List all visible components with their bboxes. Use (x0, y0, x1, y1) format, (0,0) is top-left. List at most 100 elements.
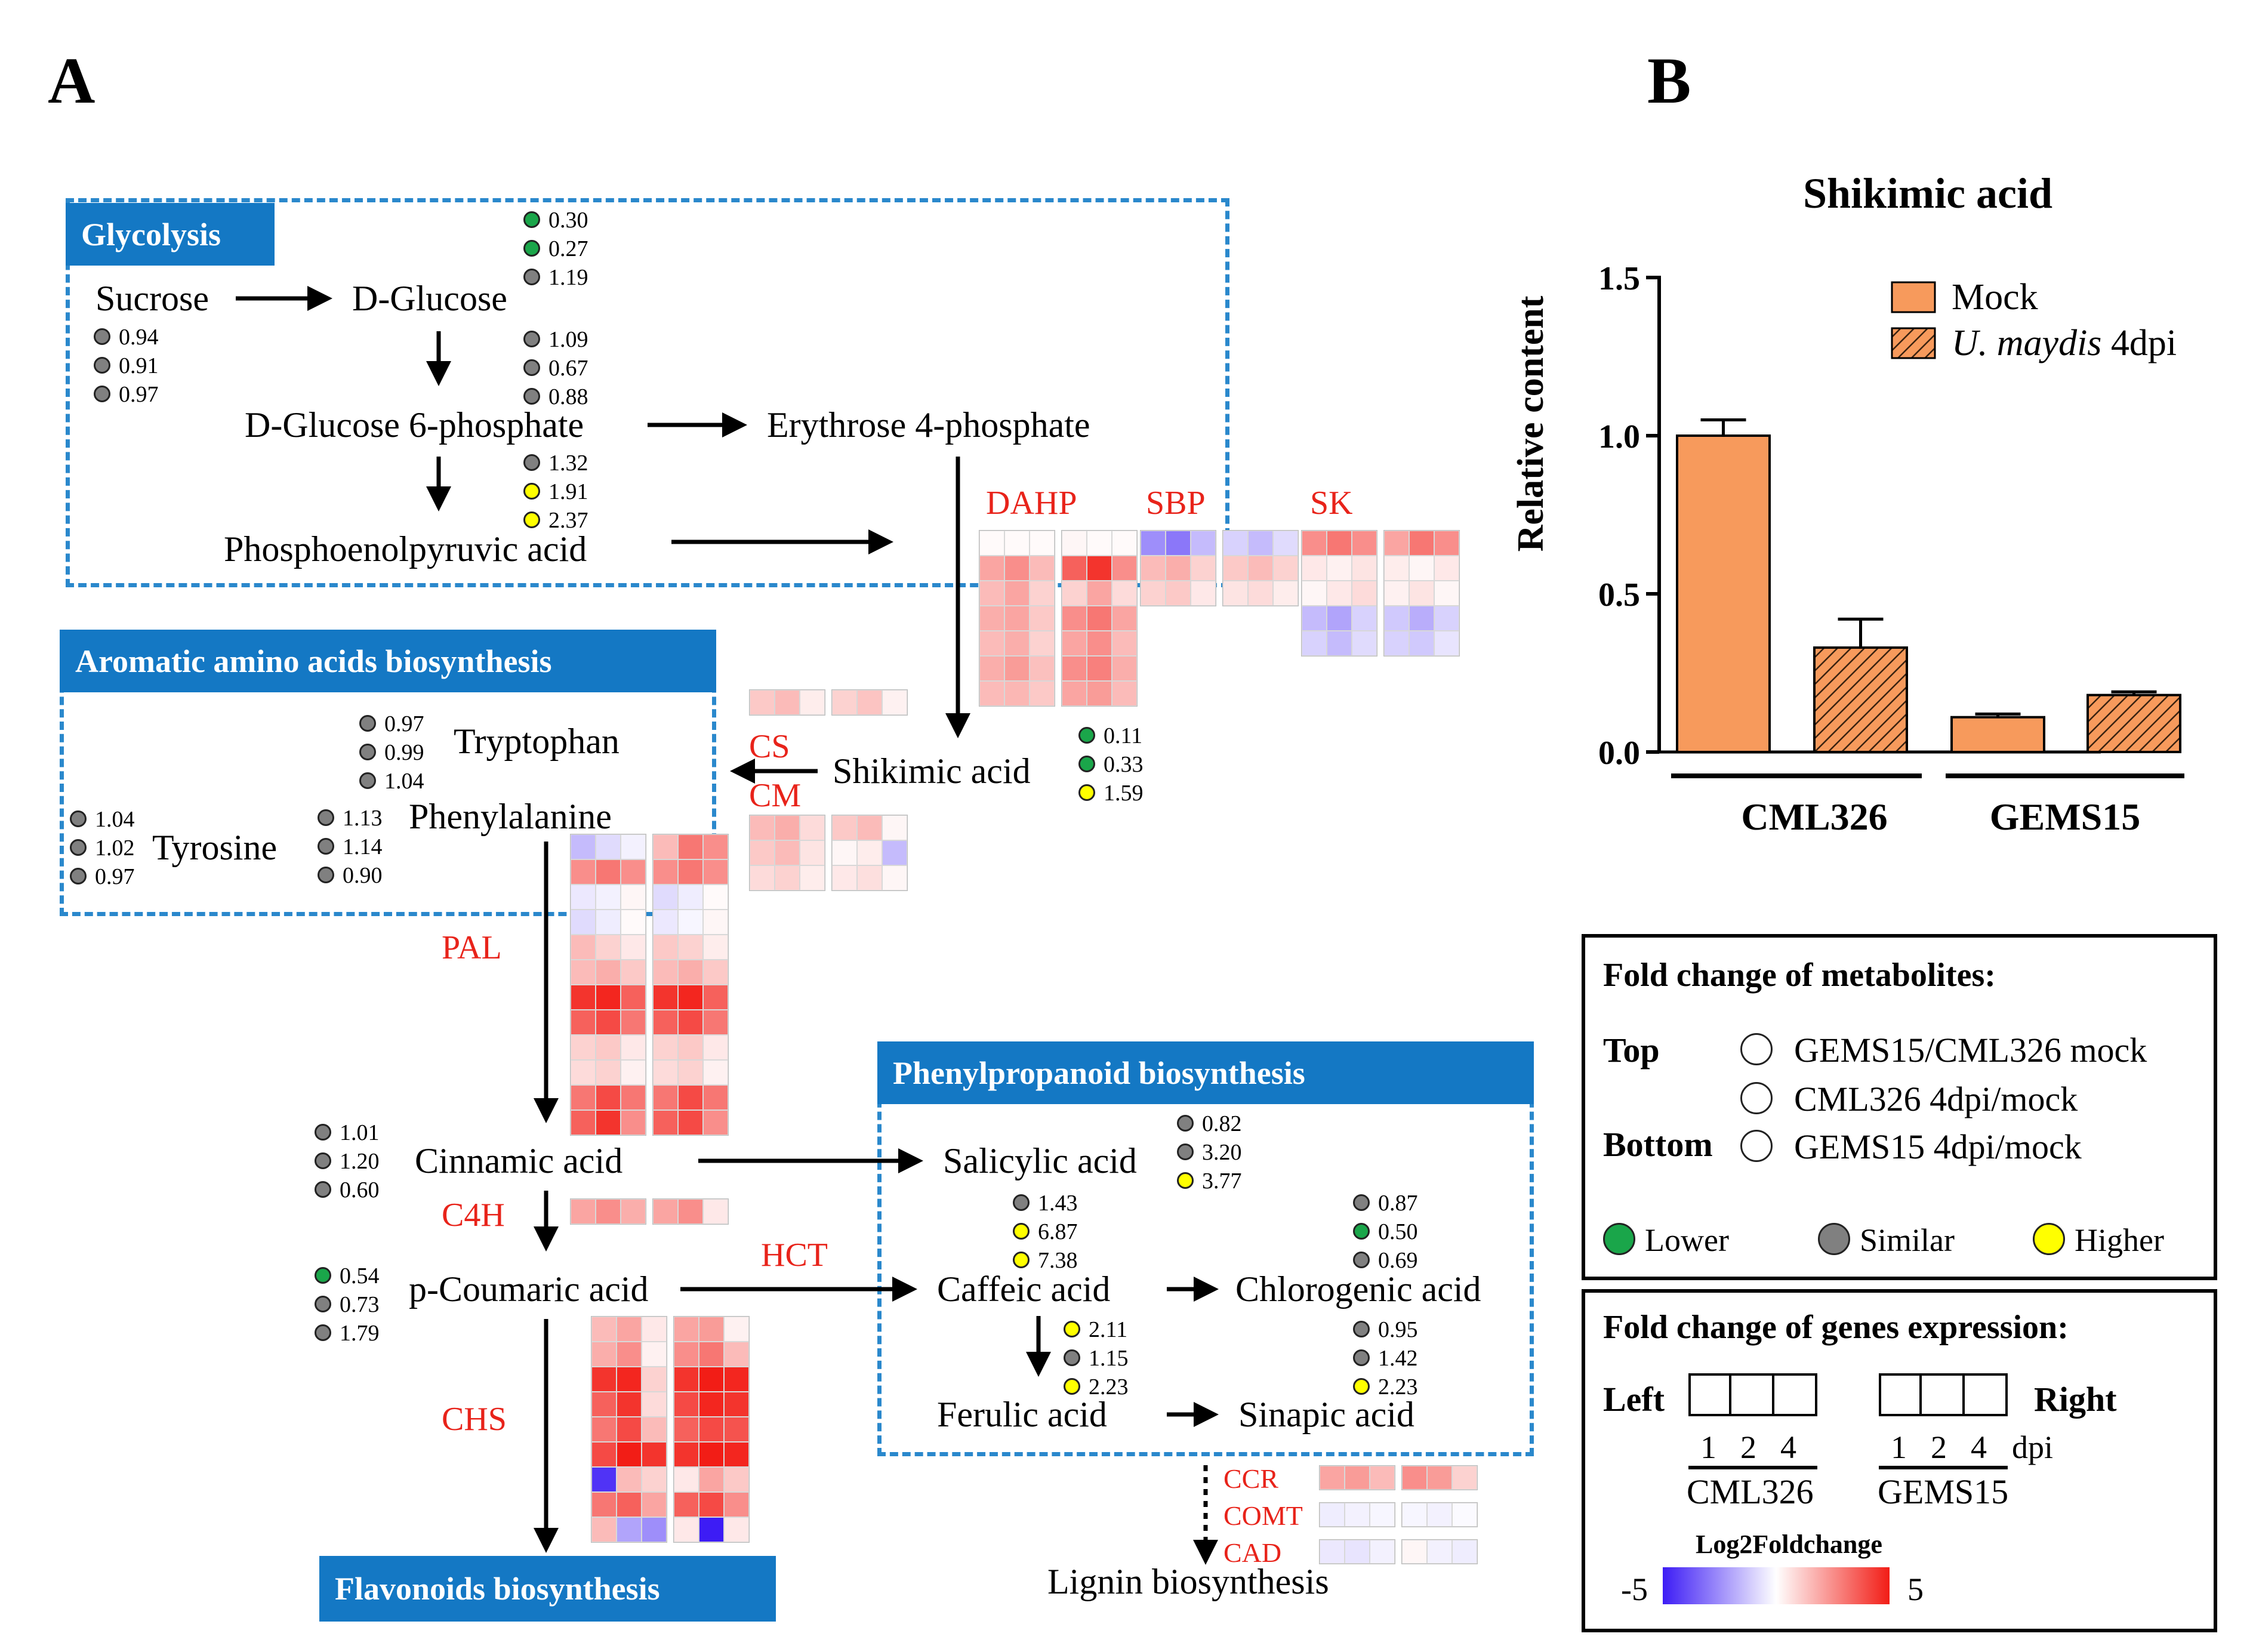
legend-right-box-2 (1922, 1373, 1965, 1416)
fold-change-item: 0.97 (70, 864, 165, 888)
legend-right-box-3 (1965, 1373, 2008, 1416)
heatmap-cell (1030, 681, 1055, 706)
heatmap-cell (1320, 1540, 1345, 1564)
heatmap-comt (1319, 1502, 1478, 1527)
heatmap-cell (1345, 1540, 1370, 1564)
fold-change-item: 0.67 (523, 356, 619, 380)
fold-change-value: 0.54 (340, 1263, 380, 1289)
fold-change-value: 0.97 (119, 382, 159, 407)
legend-dpi-label: dpi (2012, 1429, 2054, 1465)
heatmap-cell (678, 884, 703, 910)
heatmap-cell (596, 985, 621, 1010)
fold-change-dot-higher (1177, 1172, 1194, 1189)
legend-row-1: GEMS15/CML326 mock (1794, 1031, 2147, 1070)
heatmap-cell (1327, 581, 1352, 606)
heatmap-cell (621, 1060, 646, 1085)
heatmap-cell (1384, 531, 1409, 556)
heatmap-cell (699, 1392, 724, 1417)
heatmap-cell (1004, 656, 1030, 681)
heatmap-cell (571, 1199, 596, 1224)
legend-left-box-1 (1688, 1373, 1731, 1416)
legend-empty-circle-1 (1740, 1033, 1773, 1065)
heatmap-cell (617, 1342, 642, 1367)
heatmap-cell (1345, 1503, 1370, 1527)
panel-label-b: B (1647, 44, 1691, 117)
enzyme-cad: CAD (1223, 1537, 1282, 1568)
fold-change-value: 1.42 (1378, 1346, 1418, 1371)
fold-change-item: 1.04 (70, 807, 165, 831)
heatmap-cell (699, 1317, 724, 1342)
y-tick-label: 0.0 (1598, 735, 1640, 772)
heatmap-cell (653, 1085, 678, 1110)
heatmap-block-gems15 (652, 1198, 729, 1225)
fold-change-item: 0.90 (318, 863, 413, 887)
heatmap-cell (678, 1060, 703, 1085)
heatmap-cell (703, 935, 728, 960)
metabolite-ferulic: Ferulic acid (937, 1395, 1107, 1434)
legend-label-umaydis-italic: U. maydis (1952, 323, 2101, 363)
fold-change-item: 0.95 (1353, 1317, 1448, 1341)
heatmap-cell (642, 1417, 667, 1442)
heatmap-cell (1062, 656, 1087, 681)
fold-change-item: 1.91 (523, 479, 619, 503)
heatmap-cell (1352, 631, 1377, 656)
heatmap-cell (1434, 631, 1459, 656)
heatmap-cell (596, 910, 621, 935)
legend-bottom-label: Bottom (1603, 1125, 1713, 1164)
fold-change-dot-similar (1177, 1144, 1194, 1160)
fold-change-value: 1.01 (340, 1120, 380, 1145)
heatmap-cell (621, 1035, 646, 1060)
fold-change-value: 1.79 (340, 1321, 380, 1346)
heatmap-cell (571, 834, 596, 859)
heatmap-cell (1427, 1466, 1452, 1490)
heatmap-cell (1452, 1466, 1477, 1490)
heatmap-cell (1030, 556, 1055, 581)
fold-change-item: 1.15 (1064, 1346, 1159, 1370)
heatmap-cell (832, 815, 857, 840)
fold-change-dot-higher (523, 511, 540, 528)
legend-gems-label: GEMS15 (1878, 1472, 2009, 1511)
fold-change-item: 0.99 (359, 740, 455, 764)
heatmap-cell (621, 1010, 646, 1035)
heatmap-cell (678, 1199, 703, 1224)
fold-change-dot-similar (315, 1324, 331, 1341)
heatmap-cell (724, 1517, 749, 1542)
enzyme-sbp: SBP (1146, 485, 1206, 522)
group-labels: CML326 GEMS15 (1671, 773, 2184, 838)
legend-right-boxes (1879, 1373, 2008, 1416)
fold-change-item: 7.38 (1013, 1248, 1108, 1272)
heatmap-cell (1384, 581, 1409, 606)
chart-legend: Mock U. maydis 4dpi (1891, 277, 2177, 363)
heatmap-cell (1402, 1540, 1427, 1564)
heatmap-cell (1352, 606, 1377, 631)
heatmap-cell (703, 859, 728, 884)
fold-change-dot-similar (359, 715, 376, 732)
heatmap-cell (596, 884, 621, 910)
heatmap-block-cml326 (749, 815, 825, 891)
heatmap-ccr (1319, 1465, 1478, 1490)
heatmap-cell (1062, 581, 1087, 606)
enzyme-cm: CM (749, 777, 802, 814)
heatmap-cell (674, 1517, 699, 1542)
metabolite-chlorogenic: Chlorogenic acid (1235, 1269, 1481, 1309)
fold-change-item: 2.37 (523, 508, 619, 532)
heatmap-cell (1434, 606, 1459, 631)
fold-change-item: 1.01 (315, 1120, 410, 1144)
y-tick-label: 0.5 (1598, 577, 1640, 614)
heatmap-cell (678, 1110, 703, 1135)
heatmap-cell (1427, 1540, 1452, 1564)
fold-change-value: 1.09 (548, 327, 588, 352)
heatmap-cell (882, 865, 907, 890)
heatmap-cell (571, 1010, 596, 1035)
heatmap-cell (1112, 656, 1137, 681)
heatmap-block-cml326 (591, 1316, 667, 1543)
x-category-label-cml326: CML326 (1741, 796, 1887, 838)
heatmap-cell (1062, 531, 1087, 556)
heatmap-cell (1191, 556, 1216, 581)
fold-change-item: 0.82 (1177, 1111, 1272, 1135)
panel-label-a: A (48, 44, 95, 117)
enzyme-pal: PAL (442, 929, 502, 966)
fold-change-item: 1.14 (318, 834, 413, 858)
heatmap-cell (674, 1492, 699, 1517)
